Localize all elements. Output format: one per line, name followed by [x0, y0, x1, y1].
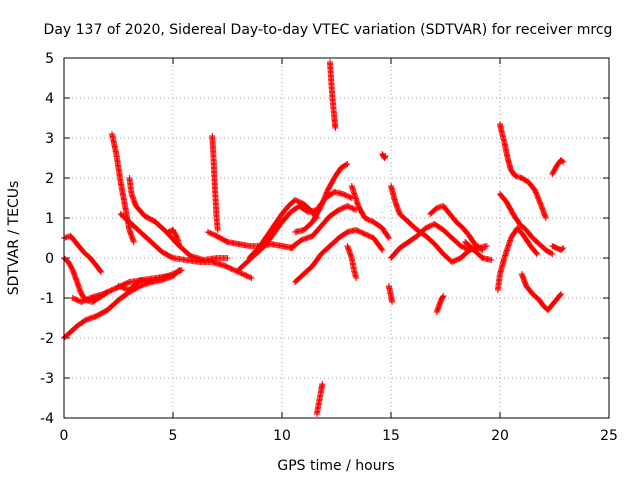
- series-arc-o: [287, 203, 360, 251]
- data-point: [559, 158, 566, 164]
- data-point: [560, 159, 567, 165]
- data-point: [248, 275, 255, 281]
- x-tick-label: 20: [491, 428, 509, 444]
- x-axis-label: GPS time / hours: [277, 458, 394, 474]
- series-arc-r: [326, 59, 339, 131]
- data-point: [534, 251, 541, 257]
- x-tick-label: 15: [382, 428, 400, 444]
- series-arc-u: [379, 151, 389, 161]
- data-point: [389, 299, 396, 305]
- data-point: [385, 233, 392, 240]
- data-point: [382, 153, 389, 159]
- series-arc-m: [246, 197, 320, 261]
- data-point: [224, 255, 231, 261]
- series-arc-ac: [494, 225, 541, 293]
- series-arc-w: [388, 221, 490, 261]
- data-point: [557, 292, 564, 298]
- x-tick-label: 5: [169, 428, 178, 444]
- y-tick-label: 3: [45, 131, 54, 147]
- series-arc-aa: [497, 121, 549, 221]
- data-point: [176, 267, 183, 273]
- data-point: [130, 239, 137, 245]
- series-arc-ad: [518, 271, 565, 313]
- data-point: [542, 215, 549, 221]
- data-point: [479, 247, 486, 253]
- data-point: [533, 250, 540, 256]
- y-tick-label: -2: [40, 331, 54, 347]
- data-point: [483, 243, 490, 249]
- series-arc-ab: [497, 191, 556, 257]
- series-arc-t: [348, 183, 392, 241]
- data-point: [332, 125, 339, 131]
- y-tick-label: -4: [40, 411, 54, 427]
- data-point: [247, 274, 254, 281]
- series-arc-n: [292, 161, 351, 235]
- y-tick-label: -3: [40, 371, 54, 387]
- data-point: [379, 247, 386, 253]
- data-point: [343, 161, 350, 168]
- series-arc-j: [209, 133, 221, 233]
- y-tick-label: 0: [45, 251, 54, 267]
- series-arc-p: [292, 227, 386, 285]
- x-tick-label: 10: [273, 428, 291, 444]
- data-point: [351, 206, 358, 213]
- y-tick-label: 5: [45, 51, 54, 67]
- series-arc-x: [385, 283, 396, 305]
- data-point: [98, 269, 105, 275]
- data-point: [488, 257, 495, 263]
- series-arc-h: [115, 267, 183, 293]
- data-point: [175, 267, 182, 274]
- series-arc-g: [117, 211, 255, 281]
- y-tick-label: -1: [40, 291, 54, 307]
- series-arc-e: [108, 131, 137, 245]
- data-point: [440, 293, 447, 299]
- series-arc-s: [344, 243, 360, 281]
- data-points: [61, 59, 567, 417]
- chart-title: Day 137 of 2020, Sidereal Day-to-day VTE…: [44, 22, 613, 38]
- series-arc-af: [549, 243, 567, 253]
- plot-frame: [63, 57, 610, 419]
- data-point: [176, 243, 183, 249]
- data-point: [549, 251, 556, 257]
- x-tick-label: 0: [60, 428, 69, 444]
- data-point: [378, 245, 385, 252]
- series-arc-q: [313, 381, 326, 417]
- y-tick-label: 1: [45, 211, 54, 227]
- y-axis-label: SDTVAR / TECUs: [6, 181, 22, 296]
- series-arc-ae: [549, 157, 567, 177]
- data-point: [385, 235, 392, 241]
- y-tick-label: 2: [45, 171, 54, 187]
- data-point: [478, 246, 485, 253]
- data-point: [353, 275, 360, 281]
- series-arc-a: [61, 233, 105, 275]
- data-point: [344, 161, 351, 167]
- data-point: [214, 227, 221, 233]
- y-tick-label: 4: [45, 91, 54, 107]
- data-point: [439, 294, 446, 300]
- data-point: [97, 268, 104, 274]
- data-point: [558, 291, 565, 297]
- data-point: [548, 250, 555, 257]
- series-arc-ag: [462, 239, 495, 263]
- series-arc-i: [165, 227, 183, 249]
- data-point: [560, 245, 567, 251]
- data-point: [382, 154, 389, 160]
- series-arc-y: [433, 293, 447, 315]
- data-point: [319, 381, 326, 387]
- x-tick-label: 25: [600, 428, 618, 444]
- series-arc-k: [204, 229, 296, 251]
- data-point: [559, 246, 566, 252]
- series-arc-z: [427, 203, 486, 253]
